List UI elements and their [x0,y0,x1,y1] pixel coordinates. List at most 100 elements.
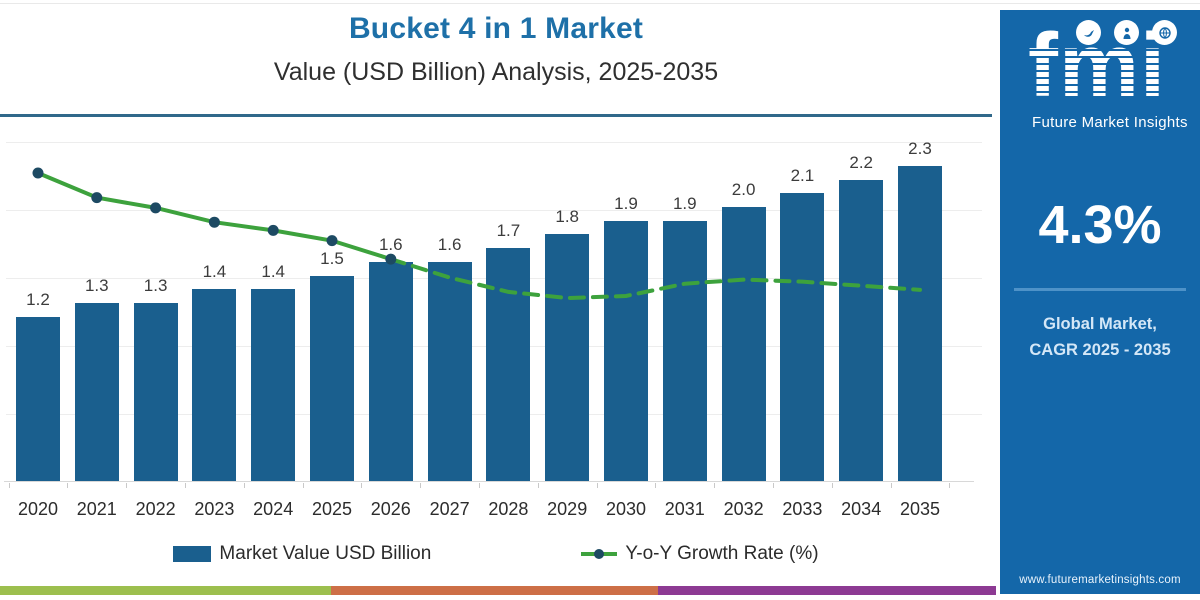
x-axis-label: 2025 [311,499,353,519]
bar-value-label: 1.2 [26,289,50,309]
x-axis-tick [890,483,892,488]
legend-item-growth-rate: Y-o-Y Growth Rate (%) [581,543,819,565]
growth-point [150,202,162,214]
plot-area: 1.2 1.3 1.3 1.4 1.4 1.5 1.6 1.6 1.7 1.8 1.9 1.9 2.0 2… [0,115,992,482]
page-title: Bucket 4 in 1 Market [348,12,644,45]
x-axis-tick [655,483,657,488]
bar-value-label: 1.4 [261,262,285,282]
x-axis-label: 2024 [253,499,294,519]
x-axis-tick [361,483,363,488]
growth-point [267,224,279,236]
bar-value-label: 1.9 [672,193,697,213]
legend-item-market-value: Market Value USD Billion [173,543,431,565]
cagr-caption: Global Market, CAGR 2025 - 2035 [1000,312,1200,363]
growth-point [326,235,338,247]
x-axis-tick [126,483,128,488]
x-axis-tick [8,483,10,488]
bar-2032 [721,207,766,481]
fmi-logo: fmi Future Market Insights [1000,18,1200,138]
brand-sidebar: fmi Future Market Insights 4.3% Global M… [1000,10,1200,594]
x-axis-label: 2031 [664,499,705,519]
bar-2027 [427,261,472,481]
growth-point [32,167,44,179]
growth-point [385,253,397,265]
line-swatch-icon [581,549,618,559]
bar-2035 [898,165,942,481]
chart-panel: Bucket 4 in 1 Market Value (USD Billion)… [0,12,996,595]
x-axis-label: 2022 [135,499,176,519]
x-axis-label: 2021 [76,499,117,519]
bar-2034 [839,179,884,481]
bar-2021 [74,302,119,481]
bar-value-label: 1.5 [320,248,344,268]
bar-2026 [368,261,413,481]
x-axis-tick [479,483,480,488]
bar-value-label: 2.0 [731,180,756,199]
x-axis-label: 2029 [547,499,588,519]
x-axis-tick [243,483,245,488]
bar-value-label: 1.3 [143,275,168,295]
x-axis-tick [949,483,951,488]
sidebar-divider [1014,288,1186,291]
growth-point [208,216,220,228]
stripe-segment-orange [330,586,659,595]
website-url: www.futuremarketinsights.com [1019,574,1181,586]
fmi-logo-subtext: Future Market Insights [1032,114,1188,131]
bottom-stripe [0,586,996,595]
x-axis-labels: 2020 2021 2022 2023 2024 2025 2026 2027 2028 2029… [0,499,992,525]
logo-badge-icons [1076,20,1177,45]
stripe-segment-green [0,586,331,595]
bar-value-label: 1.4 [202,262,227,282]
bar-2029 [545,234,590,481]
fmi-logo-text: fmi [1028,16,1166,116]
x-axis-tick [537,483,539,488]
bar-value-label: 2.3 [908,138,932,158]
x-axis-label: 2020 [17,499,59,519]
x-axis-label: 2034 [841,499,882,519]
cagr-caption-line2: CAGR 2025 - 2035 [1029,340,1171,359]
bar-2023 [192,289,237,481]
x-axis-tick [831,483,833,488]
x-axis-label: 2033 [782,499,823,519]
x-axis-tick [596,483,598,488]
x-axis-tick [420,483,422,488]
cagr-caption-line1: Global Market, [1043,315,1157,333]
person-icon [1114,20,1139,45]
growth-line-historic [36,171,393,262]
stripe-segment-purple [658,586,996,595]
x-axis-tick [773,483,774,488]
line-swatch-dot [594,549,605,559]
bar-2025 [310,275,354,481]
bar-2020 [16,316,60,481]
bar-value-label: 1.6 [437,234,462,254]
x-axis-label: 2026 [370,499,411,519]
title-divider [0,114,992,117]
dove-icon [1076,20,1101,45]
x-axis-label: 2028 [488,499,529,519]
bar-2033 [780,193,825,481]
bar-2024 [251,289,296,481]
bar-value-label: 2.1 [790,166,815,186]
globe-icon [1152,20,1177,45]
bar-value-label: 1.3 [84,275,109,295]
x-axis-tick [185,483,186,488]
legend-label-market-value: Market Value USD Billion [219,543,432,564]
growth-line-forecast [388,257,922,301]
growth-line [32,167,922,301]
bar-value-label: 1.7 [496,221,521,241]
gridline [6,142,982,143]
page-subtitle: Value (USD Billion) Analysis, 2025-2035 [273,58,719,86]
bar-2031 [662,220,707,481]
x-axis-tick [714,483,716,488]
bar-swatch-icon [173,546,212,562]
x-axis-tick [302,483,304,488]
bar-value-label: 1.8 [555,207,579,227]
bar-2022 [133,302,178,481]
x-axis-label: 2023 [194,499,235,519]
x-axis-label: 2035 [899,499,941,519]
x-axis-line [4,481,974,482]
bar-value-label: 2.2 [849,152,873,172]
gridline [6,210,982,211]
x-axis-label: 2027 [429,499,470,519]
